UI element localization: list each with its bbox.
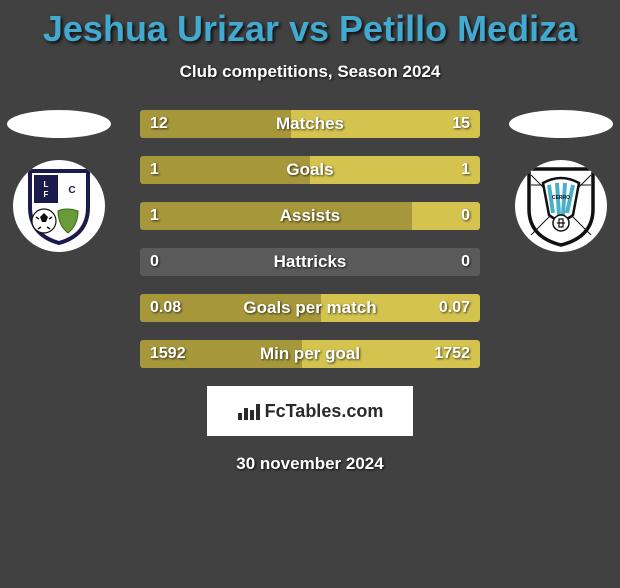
svg-text:L: L <box>44 180 49 189</box>
left-value: 1592 <box>140 340 196 368</box>
left-value: 1 <box>140 202 169 230</box>
svg-text:C: C <box>68 185 75 196</box>
stat-label: Matches <box>140 110 480 138</box>
right-player-side: CERRO <box>506 110 616 252</box>
left-club-badge: L F C <box>13 160 105 252</box>
stat-label: Hattricks <box>140 248 480 276</box>
stat-row: Goals1 1 <box>140 156 480 184</box>
right-value: 1752 <box>424 340 480 368</box>
shield-icon: CERRO <box>523 165 599 247</box>
svg-text:F: F <box>44 190 49 199</box>
right-value: 0 <box>451 202 480 230</box>
brand-box: FcTables.com <box>207 386 413 436</box>
brand-text: FcTables.com <box>265 401 384 422</box>
right-value: 1 <box>451 156 480 184</box>
stat-row: Min per goal15921752 <box>140 340 480 368</box>
shield-icon: L F C <box>24 167 94 245</box>
stat-label: Goals <box>140 156 480 184</box>
comparison-area: L F C CERRO Matches1215Goals11As <box>0 110 620 368</box>
right-value: 15 <box>442 110 480 138</box>
left-value: 0 <box>140 248 169 276</box>
left-value: 0.08 <box>140 294 191 322</box>
svg-text:CERRO: CERRO <box>552 195 570 201</box>
bars-icon <box>237 401 261 421</box>
right-player-flag <box>509 110 613 138</box>
stat-row: Goals per match0.080.07 <box>140 294 480 322</box>
left-value: 12 <box>140 110 178 138</box>
right-value: 0.07 <box>429 294 480 322</box>
page-title: Jeshua Urizar vs Petillo Mediza <box>0 8 620 50</box>
right-club-badge: CERRO <box>515 160 607 252</box>
right-value: 0 <box>451 248 480 276</box>
left-player-flag <box>7 110 111 138</box>
stat-label: Assists <box>140 202 480 230</box>
stats-bars: Matches1215Goals11Assists10Hattricks00Go… <box>140 110 480 368</box>
left-value: 1 <box>140 156 169 184</box>
stat-row: Hattricks0 0 <box>140 248 480 276</box>
stat-row: Matches12 15 <box>140 110 480 138</box>
subtitle: Club competitions, Season 2024 <box>0 62 620 82</box>
stat-row: Assists1 0 <box>140 202 480 230</box>
date-text: 30 november 2024 <box>0 454 620 474</box>
left-player-side: L F C <box>4 110 114 252</box>
